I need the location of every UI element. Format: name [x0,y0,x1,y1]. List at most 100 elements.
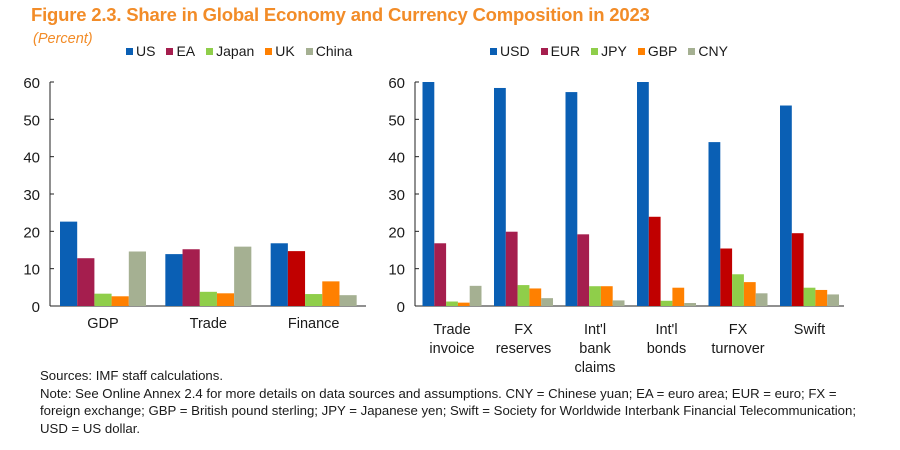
bar-eur-0 [434,243,447,306]
x-category-label: FX [514,322,533,338]
legend-label: UK [275,43,295,59]
x-category-label: Finance [288,316,340,332]
legend-item-uk: UK [265,43,295,59]
y-tick-label: 20 [388,224,405,241]
bar-gbp-2 [600,286,613,306]
legend-label: EA [176,43,196,59]
legend-label: EUR [550,43,581,59]
legend-item-eur: EUR [540,43,581,59]
x-category-label: claims [574,360,615,376]
x-category-label: Int'l [584,322,606,338]
bar-gbp-4 [743,282,756,306]
legend-item-jpy: JPY [591,43,627,59]
bar-china-1 [234,246,252,306]
bar-cny-3 [684,303,696,306]
bar-cny-5 [827,294,839,306]
y-tick-label: 40 [388,150,405,167]
bar-cny-4 [755,293,768,306]
bar-ea-2 [287,251,306,306]
bar-us-0 [60,221,78,306]
legend-item-usd: USD [490,43,530,59]
x-category-label: Swift [794,322,825,338]
figure-subtitle: (Percent) [33,31,93,47]
legend-item-japan: Japan [206,43,254,59]
x-category-label: Trade [190,316,227,332]
x-category-label: turnover [711,341,764,357]
x-category-label: bonds [647,341,687,357]
x-category-label: bank [579,341,611,357]
y-tick-label: 10 [388,262,405,279]
y-tick-label: 60 [23,75,40,92]
bar-cny-2 [612,300,625,306]
bar-uk-1 [216,293,235,306]
bar-usd-3 [637,82,649,306]
legend-label: US [136,43,156,59]
x-category-label: invoice [429,341,474,357]
y-tick-label: 50 [388,112,405,129]
legend-item-ea: EA [166,43,195,59]
bar-eur-1 [505,231,518,306]
legend-left: US EA Japan UK China [126,43,363,59]
y-tick-label: 0 [397,299,405,316]
bar-gbp-3 [672,287,685,306]
legend-label: CNY [698,43,728,59]
bar-jpy-3 [660,300,673,306]
legend-item-gbp: GBP [637,43,678,59]
bar-cny-0 [469,285,482,306]
y-tick-label: 40 [23,150,40,167]
y-tick-label: 30 [23,187,40,204]
legend-swatch [265,47,273,55]
bar-eur-5 [791,233,804,306]
y-tick-label: 10 [23,262,40,279]
legend-item-china: China [305,43,352,59]
x-category-label: reserves [496,341,552,357]
chart-left-panel: 0 10 20 30 40 50 60 GDP Trade Finance [23,75,366,332]
bar-usd-5 [780,105,792,307]
legend-swatch [540,47,548,55]
legend-item-us: US [126,43,155,59]
bar-jpy-5 [803,287,816,306]
footnotes: Sources: IMF staff calculations. Note: S… [40,367,880,437]
bar-jpy-4 [732,274,744,306]
bar-eur-2 [577,234,590,306]
bar-us-1 [165,254,183,306]
bar-us-2 [270,243,288,306]
legend-swatch [688,47,696,55]
chart-right-panel: 0 10 20 30 40 50 60 Trade invoice FX reserves Int'l… [388,75,844,376]
legend-label: USD [500,43,530,59]
y-tick-label: 50 [23,112,40,129]
legend-swatch [126,47,133,55]
legend-right: USD EUR JPY GBP CNY [490,43,739,59]
x-category-label: FX [729,322,748,338]
legend-label: GBP [647,43,678,59]
bar-usd-4 [708,142,721,306]
x-category-label: GDP [87,316,118,332]
definitions-note: Note: See Online Annex 2.4 for more deta… [40,385,856,436]
bar-japan-0 [94,293,112,306]
bar-cny-1 [541,298,553,306]
sources-note: Sources: IMF staff calculations. [40,368,223,383]
y-tick-label: 0 [32,299,40,316]
y-tick-label: 30 [388,187,405,204]
bar-jpy-1 [517,285,530,306]
legend-swatch [591,47,599,55]
bar-usd-2 [565,92,578,306]
bar-ea-1 [182,249,200,306]
legend-swatch [305,47,313,55]
bar-ea-0 [77,258,95,306]
bar-jpy-2 [589,286,601,306]
bar-gbp-5 [815,289,828,306]
figure-title: Figure 2.3. Share in Global Economy and … [31,4,650,25]
bar-uk-2 [322,281,340,306]
bar-japan-2 [305,294,323,306]
legend-swatch [166,47,174,55]
bar-usd-1 [494,87,506,307]
legend-swatch [637,47,645,55]
bar-usd-0 [422,82,435,306]
legend-label: JPY [601,43,627,59]
legend-swatch [206,47,214,55]
bar-uk-0 [111,296,129,306]
bar-gbp-0 [457,302,470,306]
legend-swatch [490,47,497,55]
